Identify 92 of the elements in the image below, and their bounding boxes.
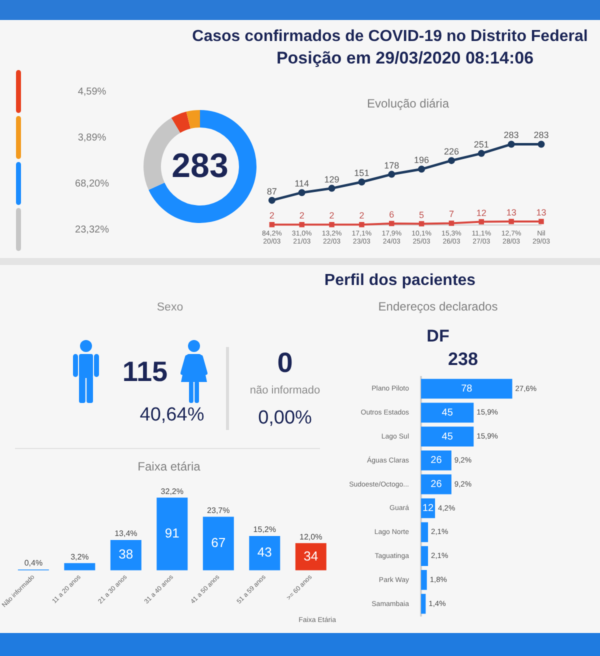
bar <box>421 594 426 614</box>
data-label: 251 <box>474 139 489 150</box>
point <box>269 222 275 228</box>
bar <box>421 570 427 590</box>
data-label: 6 <box>389 209 394 220</box>
text: 0,00% <box>258 408 312 428</box>
point <box>508 140 515 148</box>
point <box>418 221 424 226</box>
annotation: 3,2% <box>70 552 89 562</box>
bar <box>110 540 142 570</box>
data-label: 78 <box>461 384 473 394</box>
point <box>478 219 484 224</box>
text: 40,64% <box>140 404 204 426</box>
point <box>448 220 454 226</box>
text: 3,89% <box>78 132 106 144</box>
point <box>538 218 544 224</box>
data-label: 45 <box>442 407 454 418</box>
data-label: 129 <box>324 174 340 184</box>
text: não informado <box>250 384 320 396</box>
chart-title: Faixa etária <box>138 460 201 474</box>
data-label: 13 <box>536 207 546 218</box>
data-label: 226 <box>444 146 459 157</box>
data-label: 26 <box>430 455 442 466</box>
bar <box>202 516 234 570</box>
point <box>328 184 336 192</box>
point <box>538 140 545 148</box>
bar <box>421 522 428 542</box>
data-label: 91 <box>164 526 180 541</box>
bar <box>421 450 452 470</box>
bar <box>421 378 512 399</box>
point <box>389 220 394 226</box>
bar <box>295 543 326 570</box>
data-label: 2 <box>329 210 334 221</box>
data-label: 178 <box>384 160 400 170</box>
annotation: 12,0% <box>300 532 322 542</box>
data-label: 38 <box>118 546 134 562</box>
text: 68,20% <box>75 178 110 190</box>
data-label: 2 <box>359 210 364 221</box>
point <box>358 178 366 186</box>
text: 4,59% <box>78 86 106 98</box>
bar <box>421 426 474 446</box>
data-label: 34 <box>304 548 318 564</box>
bar <box>156 498 188 570</box>
point <box>359 222 364 228</box>
point <box>388 170 396 178</box>
chart-subtitle: DF <box>426 326 450 346</box>
chart-title: Endereços declarados <box>378 300 498 314</box>
text: Casos confirmados de COVID-19 no Distrito Federal <box>192 28 588 45</box>
data-label: 13 <box>506 207 516 218</box>
data-label: 2 <box>269 210 274 221</box>
text: Perfil dos pacientes <box>324 272 476 289</box>
point <box>418 166 426 173</box>
bar <box>421 402 474 423</box>
data-label: 196 <box>414 155 430 166</box>
annotation: 15,2% <box>253 525 276 534</box>
point <box>299 222 304 228</box>
data-label: 7 <box>448 209 454 220</box>
bar <box>249 536 280 570</box>
data-label: 87 <box>266 186 277 196</box>
point <box>298 189 306 196</box>
text: 23,32% <box>75 224 110 236</box>
text: Posição em 29/03/2020 08:14:06 <box>276 48 534 68</box>
text: 238 <box>448 348 478 369</box>
bar <box>421 474 452 494</box>
annotation: 13,4% <box>114 529 138 538</box>
bar <box>421 546 428 566</box>
text: 115 <box>122 356 168 387</box>
data-label: 26 <box>430 479 442 490</box>
text: 283 <box>172 146 228 185</box>
data-label: 114 <box>294 178 310 189</box>
text: Sexo <box>156 301 184 314</box>
point <box>329 222 334 228</box>
data-label: 5 <box>419 210 424 220</box>
data-label: 151 <box>354 168 370 178</box>
text: 0 <box>277 347 293 378</box>
data-label: 67 <box>211 535 226 550</box>
annotation: 0,4% <box>24 558 43 568</box>
point <box>448 157 455 164</box>
data-label: 283 <box>504 130 519 140</box>
point <box>508 218 514 224</box>
data-label: 12 <box>422 503 434 514</box>
annotation: 32,2% <box>160 486 184 496</box>
chart-title: Evolução diária <box>366 96 450 111</box>
point <box>478 150 485 157</box>
data-label: 12 <box>476 208 486 218</box>
data-label: 283 <box>534 130 549 140</box>
data-label: 43 <box>257 544 272 560</box>
data-label: 2 <box>299 210 304 221</box>
point <box>268 196 276 204</box>
bar <box>64 563 96 570</box>
annotation: 23,7% <box>207 506 230 515</box>
data-label: 45 <box>442 431 454 442</box>
